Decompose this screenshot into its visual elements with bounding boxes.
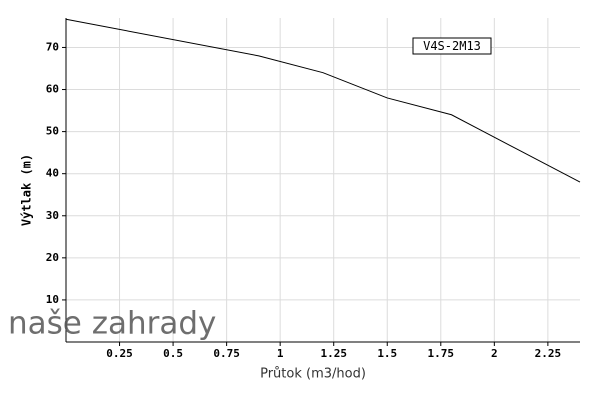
line-series bbox=[65, 18, 581, 183]
x-tick-label: 1 bbox=[277, 347, 284, 360]
watermark: naše zahrady bbox=[8, 306, 216, 342]
y-tick-label: 10 bbox=[46, 293, 59, 306]
x-tick-label: 2 bbox=[491, 347, 498, 360]
y-tick-label: 20 bbox=[46, 251, 59, 264]
x-tick-label: 1.25 bbox=[320, 347, 347, 360]
y-tick-label: 60 bbox=[46, 83, 59, 96]
x-tick-label: 0.25 bbox=[106, 347, 133, 360]
x-tick-label: 0.5 bbox=[163, 347, 183, 360]
legend-label: V4S-2M13 bbox=[423, 39, 481, 53]
x-tick-label: 2.25 bbox=[535, 347, 562, 360]
x-axis-label: Průtok (m3/hod) bbox=[260, 367, 366, 382]
y-tick-label: 30 bbox=[46, 209, 59, 222]
x-tick-label: 1.75 bbox=[428, 347, 455, 360]
y-tick-label: 40 bbox=[46, 167, 59, 180]
x-tick-label: 0.75 bbox=[213, 347, 240, 360]
y-tick-label: 70 bbox=[46, 40, 59, 53]
y-tick-label: 50 bbox=[46, 125, 59, 138]
x-tick-label: 1.5 bbox=[377, 347, 397, 360]
legend-box bbox=[412, 37, 492, 55]
y-axis-label: Výtlak (m) bbox=[20, 154, 34, 226]
